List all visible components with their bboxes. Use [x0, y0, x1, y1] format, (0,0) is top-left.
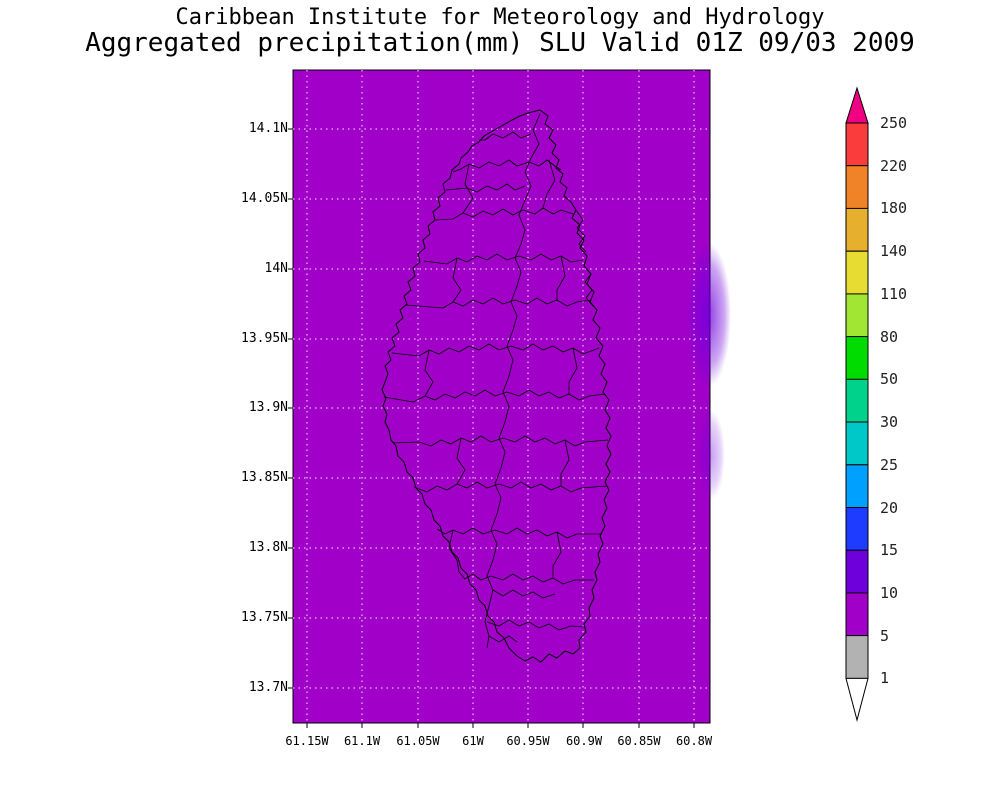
colorbar-label: 5	[880, 627, 889, 645]
lon-tick-label: 61W	[462, 734, 484, 748]
colorbar-label: 50	[880, 370, 898, 388]
colorbar-label: 25	[880, 456, 898, 474]
map-plot-canvas	[288, 69, 731, 728]
gridlines	[293, 70, 710, 723]
watershed-boundaries	[383, 113, 609, 649]
precipitation-field	[292, 69, 711, 724]
colorbar: 250 220 180 140 110 80 50 30 25 20 15 10…	[838, 82, 998, 746]
colorbar-segment	[845, 464, 869, 509]
lon-tick-label: 60.9W	[565, 734, 603, 748]
colorbar-segment	[845, 635, 869, 679]
lon-tick-label: 61.05W	[396, 734, 440, 748]
colorbar-segment	[845, 122, 869, 167]
colorbar-segment	[845, 421, 869, 466]
colorbar-arrow-top	[845, 86, 869, 124]
colorbar-canvas: 250 220 180 140 110 80 50 30 25 20 15 10…	[845, 86, 907, 722]
colorbar-segment	[845, 250, 869, 295]
lon-tick-label: 60.95W	[506, 734, 550, 748]
colorbar-segment	[845, 336, 869, 380]
colorbar-label: 220	[880, 157, 907, 175]
lat-tick-label: 14N	[264, 261, 288, 276]
lat-tick-label: 13.9N	[248, 400, 288, 415]
colorbar-label: 140	[880, 242, 907, 260]
colorbar-arrow-bottom	[845, 677, 869, 722]
lat-tick-label: 14.1N	[248, 121, 288, 136]
lon-tick-label: 61.1W	[343, 734, 381, 748]
axis-ticks	[288, 128, 695, 728]
colorbar-segment	[845, 165, 869, 209]
lat-tick-label: 13.85N	[241, 470, 288, 485]
colorbar-label: 110	[880, 285, 907, 303]
colorbar-segment	[845, 592, 869, 637]
colorbar-label: 10	[880, 584, 898, 602]
colorbar-label: 80	[880, 328, 898, 346]
colorbar-segment	[845, 378, 869, 423]
lat-tick-label: 14.05N	[241, 191, 288, 206]
lon-tick-label: 60.85W	[617, 734, 661, 748]
colorbar-label: 30	[880, 413, 898, 431]
lat-tick-label: 13.7N	[248, 680, 288, 695]
colorbar-label: 1	[880, 669, 889, 687]
page-subtitle: Aggregated precipitation(mm) SLU Valid 0…	[85, 28, 915, 58]
colorbar-segment	[845, 293, 869, 338]
lat-tick-label: 13.75N	[241, 610, 288, 625]
colorbar-segment	[845, 549, 869, 594]
colorbar-label: 250	[880, 114, 907, 132]
colorbar-segment	[845, 507, 869, 551]
lon-tick-label: 61.15W	[285, 734, 329, 748]
colorbar-label: 15	[880, 541, 898, 559]
lat-tick-label: 13.95N	[241, 331, 288, 346]
map-plot	[288, 69, 731, 728]
lon-tick-label: 60.8W	[675, 734, 713, 748]
colorbar-segment	[845, 207, 869, 252]
lat-tick-label: 13.8N	[248, 540, 288, 555]
colorbar-label: 20	[880, 499, 898, 517]
colorbar-label: 180	[880, 199, 907, 217]
page-title: Caribbean Institute for Meteorology and …	[175, 5, 825, 30]
colorbar-labels: 250 220 180 140 110 80 50 30 25 20 15 10…	[880, 114, 907, 687]
precip-anomaly-patch	[687, 243, 731, 500]
